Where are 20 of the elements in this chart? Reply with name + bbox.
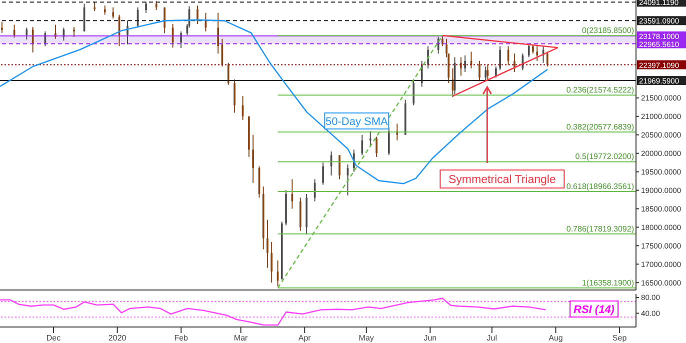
annotation: RSI (14) bbox=[574, 304, 615, 316]
x-tick-label: May bbox=[358, 334, 374, 343]
x-tick-label: Aug bbox=[548, 334, 563, 343]
series-label: 0(23185.8500) bbox=[582, 26, 634, 36]
series-label: 0.786(17819.3092) bbox=[566, 224, 634, 234]
annotation: 50-Day SMA bbox=[326, 116, 389, 128]
x-tick-label: Jul bbox=[486, 334, 498, 343]
x-tick-label: 2020 bbox=[108, 334, 127, 343]
x-tick-label: Mar bbox=[234, 334, 248, 343]
series-label: 0.5(19772.0200) bbox=[575, 152, 634, 162]
series-label: 1(16358.1900) bbox=[582, 278, 634, 288]
annotation: Symmetrical Triangle bbox=[448, 174, 556, 186]
x-tick-label: Jun bbox=[424, 334, 437, 343]
x-tick-label: Feb bbox=[174, 334, 189, 343]
series-label: 0.618(18966.3561) bbox=[566, 182, 634, 191]
x-tick-label: Dec bbox=[46, 334, 61, 343]
series-label: 0.236(21574.5222) bbox=[566, 86, 634, 95]
x-tick-label: Sep bbox=[612, 334, 628, 343]
series-label: 0.382(20577.6839) bbox=[566, 122, 634, 132]
x-tick-label: Apr bbox=[298, 334, 312, 343]
